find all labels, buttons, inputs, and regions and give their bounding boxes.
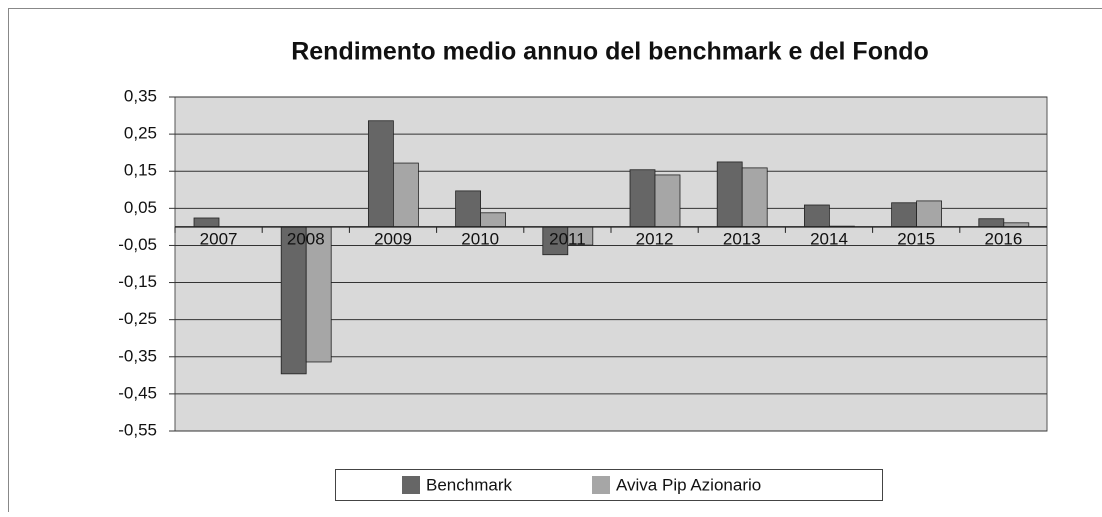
y-tick-label: -0,25 (118, 309, 157, 328)
x-tick-label: 2014 (810, 229, 848, 248)
bar (368, 121, 393, 227)
bar (281, 227, 306, 374)
y-tick-label: -0,45 (118, 383, 157, 402)
bar (892, 203, 917, 227)
y-tick-label: -0,15 (118, 272, 157, 291)
y-tick-label: 0,05 (124, 198, 157, 217)
y-tick-label: 0,15 (124, 161, 157, 180)
legend-label: Aviva Pip Azionario (616, 475, 761, 494)
chart-title: Rendimento medio annuo del benchmark e d… (291, 38, 929, 66)
x-tick-label: 2008 (287, 229, 325, 248)
y-tick-label: 0,25 (124, 124, 157, 143)
x-tick-label: 2016 (984, 229, 1022, 248)
legend-swatch (592, 476, 610, 494)
bar (717, 162, 742, 227)
x-tick-label: 2011 (549, 229, 586, 248)
bar (194, 218, 219, 227)
y-tick-label: -0,35 (118, 346, 157, 365)
y-tick-label: -0,55 (118, 420, 157, 439)
x-tick-label: 2010 (461, 229, 499, 248)
x-tick-label: 2013 (723, 229, 761, 248)
bar (655, 175, 680, 227)
x-tick-label: 2007 (200, 229, 238, 248)
bar (481, 213, 506, 227)
x-tick-label: 2009 (374, 229, 412, 248)
bar (393, 163, 418, 227)
bar (742, 168, 767, 227)
bar (456, 191, 481, 227)
y-tick-label: -0,05 (118, 235, 157, 254)
bar (979, 219, 1004, 227)
bar (804, 205, 829, 227)
x-tick-label: 2015 (897, 229, 935, 248)
bar (917, 201, 942, 227)
y-tick-label: 0,35 (124, 86, 157, 105)
legend-swatch (402, 476, 420, 494)
bar (630, 170, 655, 227)
legend-label: Benchmark (426, 475, 512, 494)
x-tick-label: 2012 (636, 229, 674, 248)
